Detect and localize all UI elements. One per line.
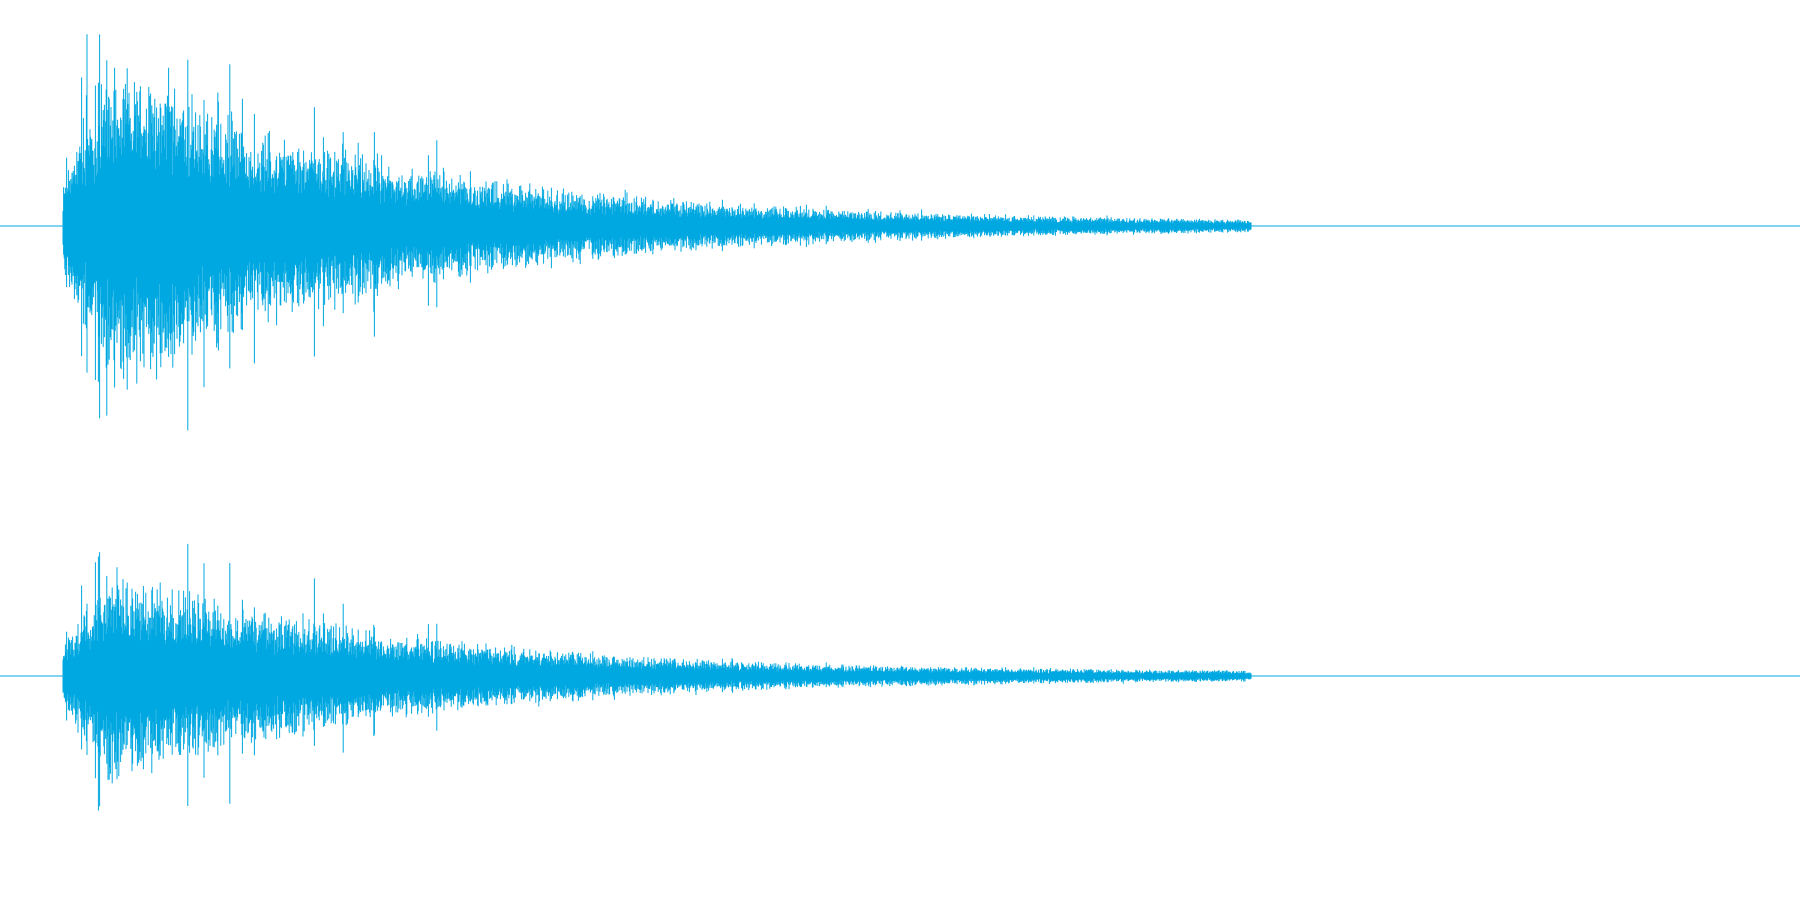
channel-1-waveform <box>62 34 1252 431</box>
channel-2-track <box>0 543 1800 811</box>
channel-2-waveform <box>62 543 1252 811</box>
channel-1-track <box>0 34 1800 431</box>
